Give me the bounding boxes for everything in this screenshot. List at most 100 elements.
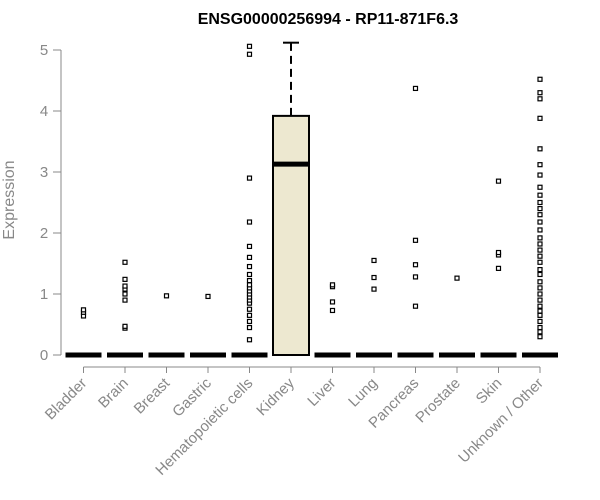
outlier-point [122,259,128,265]
outlier-point [537,271,543,278]
x-tick-label: Bladder [42,375,91,424]
outlier-point [537,285,543,291]
outlier-point [122,291,128,297]
outlier-point [537,227,543,233]
outlier-point [537,297,543,303]
x-tick-label: Breast [131,374,174,417]
outlier-point [246,254,253,260]
outlier-point [246,282,253,288]
box-6 [314,282,351,358]
outlier-point [537,206,543,212]
outlier-point [537,199,543,206]
x-tick-label: Liver [304,375,339,410]
y-tick-label: 5 [40,42,48,59]
outlier-point [495,178,502,184]
box-8 [397,85,434,358]
outlier-point [246,271,253,278]
box-4 [231,43,268,358]
outlier-point [537,253,543,259]
outlier-point [412,303,419,309]
outlier-point [122,297,128,303]
outlier-point [329,282,336,288]
outlier-point [537,235,543,241]
outlier-point [412,237,419,243]
y-axis: 0 1 2 3 4 5 [40,42,62,364]
x-tick-label: Brain [95,375,132,412]
outlier-point [246,243,253,250]
box-9 [439,275,475,358]
box-10 [480,178,517,358]
outlier-point [246,51,253,57]
outlier-point [537,241,543,247]
box-2 [148,293,185,358]
outlier-point [122,283,128,289]
outlier-point [537,308,543,314]
outlier-point [537,279,543,285]
outlier-point [537,329,543,335]
x-tick-label: Prostate [412,375,464,427]
outlier-point [329,299,336,305]
outlier-point [537,219,543,225]
outlier-point [412,274,419,280]
x-tick-label: Lung [345,375,381,411]
outlier-point [537,312,543,318]
outlier-point [537,172,543,178]
outlier-point [246,175,253,181]
outlier-point [537,334,543,340]
outlier-point [246,324,253,331]
y-tick-label: 0 [40,347,48,364]
outlier-point [537,267,543,273]
outlier-point [537,192,543,198]
outlier-point [537,324,543,331]
outlier-point [537,259,543,265]
outlier-point [246,219,253,225]
outlier-point [163,293,170,299]
chart-title: ENSG00000256994 - RP11-871F6.3 [198,11,459,28]
box-11 [522,76,558,358]
outlier-point [412,262,419,268]
y-tick-label: 1 [40,286,48,303]
outlier-point [246,318,253,325]
outlier-point [537,90,543,96]
iqr-box [272,114,310,356]
outlier-point [205,293,211,300]
outlier-point [454,275,460,281]
outlier-point [246,337,253,343]
box-7 [356,257,392,358]
outlier-point [495,249,502,256]
outlier-point [246,43,253,49]
x-tick-label: Skin [473,375,506,408]
outlier-point [537,146,543,152]
outlier-point [537,303,543,309]
outlier-point [537,96,543,102]
outlier-point [371,286,377,292]
y-axis-label: Expression [1,160,18,239]
y-tick-label: 3 [40,164,48,181]
y-tick-label: 4 [40,103,48,120]
outlier-point [371,274,377,281]
outlier-point [329,307,336,314]
outlier-point [537,212,543,218]
outlier-point [246,277,253,284]
outlier-point [495,265,502,271]
outlier-point [246,263,253,270]
box-0 [65,307,102,358]
outlier-point [537,162,543,168]
outlier-point [537,76,543,82]
boxes-layer [65,41,558,358]
outlier-point [246,312,253,318]
outlier-point [122,323,128,329]
outlier-point [122,276,128,282]
outlier-point [371,257,377,264]
outlier-point [537,115,543,121]
outlier-point [80,307,87,313]
outlier-point [537,247,543,253]
outlier-point [246,306,253,312]
box-5 [272,41,310,356]
outlier-point [412,85,419,92]
box-3 [190,293,226,358]
x-tick-label: Kidney [253,374,298,419]
outlier-point [537,318,543,325]
box-1 [107,259,143,358]
